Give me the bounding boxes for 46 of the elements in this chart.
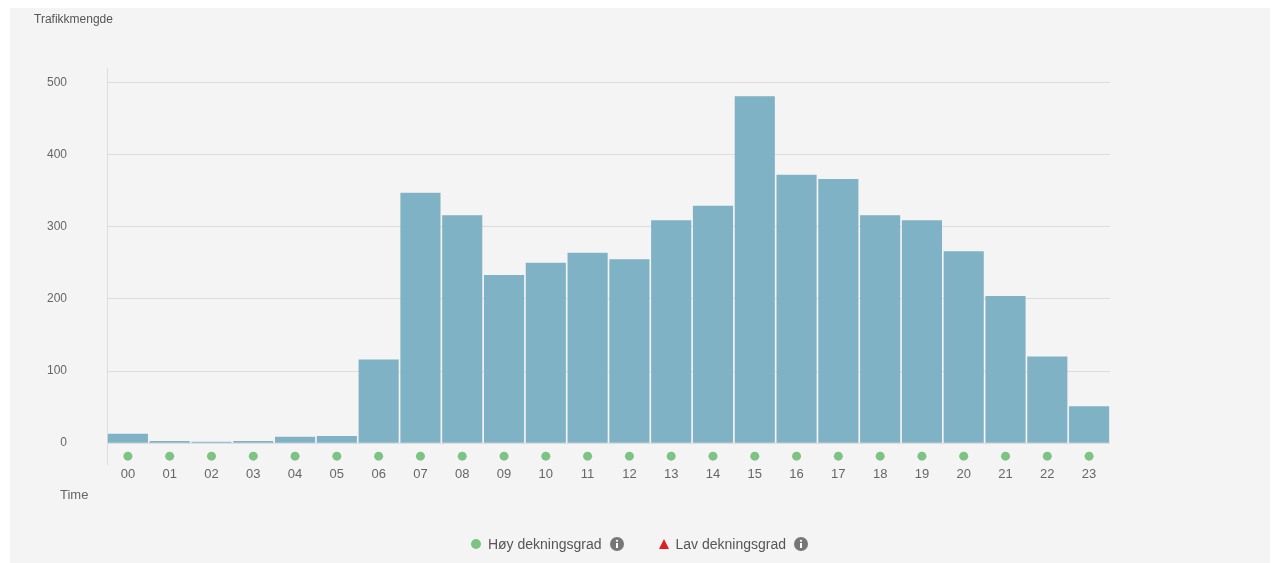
bar <box>901 220 942 443</box>
x-tick-label: 06 <box>371 466 386 482</box>
y-tick-label: 400 <box>46 146 68 161</box>
y-tick-label: 500 <box>46 74 68 89</box>
bar <box>442 215 483 443</box>
x-tick-label: 10 <box>538 466 554 482</box>
y-tick-label: 0 <box>60 435 68 450</box>
y-axis-title: Trafikkmengde <box>34 12 113 26</box>
x-tick-label: 22 <box>1040 466 1055 482</box>
x-tick-label: 20 <box>956 466 971 482</box>
y-tick-label: 200 <box>46 291 68 306</box>
x-tick-label: 03 <box>246 466 261 482</box>
x-tick-label: 23 <box>1081 466 1097 482</box>
bar <box>1069 406 1110 443</box>
x-tick-label: 19 <box>914 466 930 482</box>
x-tick-label: 13 <box>663 466 679 482</box>
x-tick-label: 17 <box>831 466 846 482</box>
x-tick-label: 12 <box>622 466 637 482</box>
legend-label: Høy dekningsgrad <box>487 536 602 552</box>
x-tick-label: 21 <box>998 466 1013 482</box>
x-tick-label: 02 <box>204 466 219 482</box>
bar <box>107 433 148 443</box>
bar <box>525 262 566 443</box>
bar <box>651 220 692 443</box>
x-tick-label: 05 <box>329 466 345 482</box>
x-tick-label: 16 <box>789 466 804 482</box>
x-tick-label: 14 <box>705 466 721 482</box>
y-tick-label: 300 <box>46 219 68 234</box>
x-tick-label: 08 <box>454 466 470 482</box>
x-tick-label: 01 <box>162 466 177 482</box>
bar <box>483 275 525 443</box>
x-tick-label: 09 <box>496 466 512 482</box>
x-tick-label: 04 <box>287 466 303 482</box>
y-tick-label: 100 <box>46 363 68 378</box>
x-tick-label: 18 <box>872 466 888 482</box>
bar <box>860 215 901 443</box>
bar <box>692 205 734 443</box>
x-tick-label: 15 <box>747 466 763 482</box>
x-tick-label: 11 <box>580 466 595 482</box>
bar <box>316 435 357 443</box>
x-axis-title: Time <box>60 487 89 502</box>
x-tick-label: 07 <box>413 466 428 482</box>
x-tick-label: 00 <box>120 466 136 482</box>
bar <box>734 96 775 443</box>
legend-label: Lav dekningsgrad <box>675 536 787 552</box>
bar <box>275 436 316 443</box>
